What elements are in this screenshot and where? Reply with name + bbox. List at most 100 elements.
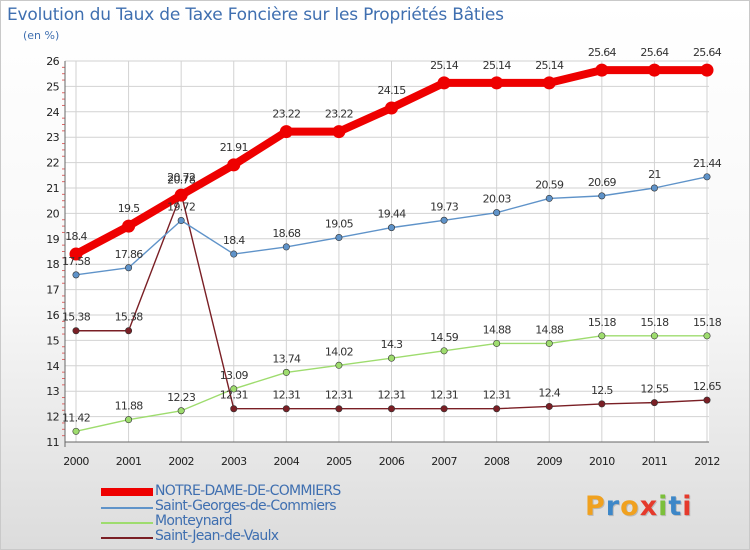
data-label: 15.38 bbox=[115, 311, 144, 324]
data-label: 25.64 bbox=[640, 46, 669, 59]
data-point bbox=[651, 185, 657, 191]
logo-letter: o bbox=[620, 491, 640, 522]
x-tick-label: 2008 bbox=[484, 455, 510, 468]
data-point bbox=[336, 406, 342, 412]
data-label: 15.18 bbox=[588, 316, 617, 329]
data-label: 14.88 bbox=[483, 323, 512, 336]
data-label: 12.31 bbox=[483, 389, 511, 402]
data-point bbox=[493, 406, 499, 412]
data-label: 25.14 bbox=[535, 59, 564, 72]
data-label: 19.73 bbox=[430, 200, 459, 213]
y-tick-label: 14 bbox=[46, 360, 59, 373]
data-label: 18.68 bbox=[272, 227, 301, 240]
data-label: 12.31 bbox=[325, 389, 353, 402]
data-point bbox=[438, 76, 451, 89]
line-chart: 111213141516171819202122232425262000 2001… bbox=[1, 1, 749, 549]
y-tick-label: 18 bbox=[46, 258, 59, 271]
logo-letter: x bbox=[640, 491, 658, 522]
data-point bbox=[388, 224, 394, 230]
data-label: 12.4 bbox=[538, 386, 560, 399]
data-label: 25.14 bbox=[483, 59, 512, 72]
data-label: 12.23 bbox=[167, 391, 196, 404]
data-label: 15.18 bbox=[693, 316, 722, 329]
data-point bbox=[546, 403, 552, 409]
proxiti-logo[interactable]: Proxiti bbox=[585, 491, 693, 522]
data-label: 18.4 bbox=[223, 234, 245, 247]
x-tick-label: 2009 bbox=[536, 455, 562, 468]
legend-swatch-red bbox=[101, 488, 153, 496]
x-tick-label: 2012 bbox=[694, 455, 720, 468]
y-tick-label: 19 bbox=[46, 233, 59, 246]
data-point bbox=[385, 101, 398, 114]
data-label: 25.14 bbox=[430, 59, 459, 72]
data-label: 12.55 bbox=[640, 383, 669, 396]
x-tick-label: 2005 bbox=[326, 455, 352, 468]
legend-label: NOTRE-DAME-DE-COMMIERS bbox=[155, 483, 341, 499]
x-tick-label: 2001 bbox=[116, 455, 142, 468]
data-label: 21 bbox=[648, 168, 661, 181]
logo-letter: t bbox=[668, 491, 682, 522]
data-label: 14.59 bbox=[430, 331, 459, 344]
data-point bbox=[231, 251, 237, 257]
y-tick-label: 26 bbox=[46, 55, 59, 68]
x-tick-label: 2003 bbox=[221, 455, 247, 468]
chart-frame: Evolution du Taux de Taxe Foncière sur l… bbox=[0, 0, 750, 550]
x-tick-label: 2006 bbox=[379, 455, 405, 468]
data-point bbox=[595, 64, 608, 77]
data-point bbox=[546, 195, 552, 201]
data-point bbox=[231, 406, 237, 412]
data-point bbox=[701, 64, 714, 77]
data-point bbox=[599, 193, 605, 199]
data-label: 20.03 bbox=[483, 193, 512, 206]
legend-swatch-green bbox=[101, 522, 153, 524]
y-tick-label: 24 bbox=[46, 106, 59, 119]
legend-swatch-darkred bbox=[101, 537, 153, 539]
data-label: 11.42 bbox=[62, 411, 90, 424]
legend-label: Saint-Jean-de-Vaulx bbox=[155, 528, 278, 544]
y-tick-label: 16 bbox=[46, 309, 59, 322]
data-point bbox=[125, 328, 131, 334]
y-tick-label: 11 bbox=[46, 436, 59, 449]
legend-label: Saint-Georges-de-Commiers bbox=[155, 498, 336, 514]
data-point bbox=[441, 348, 447, 354]
data-point bbox=[227, 158, 240, 171]
data-label: 19.05 bbox=[325, 218, 354, 231]
y-tick-label: 21 bbox=[46, 182, 59, 195]
logo-letter: r bbox=[606, 491, 620, 522]
data-label: 15.18 bbox=[640, 316, 669, 329]
data-point bbox=[704, 174, 710, 180]
data-label: 25.64 bbox=[588, 46, 617, 59]
data-point bbox=[178, 408, 184, 414]
data-label: 14.02 bbox=[325, 345, 353, 358]
data-point bbox=[73, 328, 79, 334]
data-point bbox=[122, 220, 135, 233]
data-label: 19.72 bbox=[167, 201, 195, 214]
data-label: 18.4 bbox=[65, 230, 87, 243]
data-point bbox=[125, 265, 131, 271]
data-point bbox=[73, 272, 79, 278]
y-tick-label: 12 bbox=[46, 411, 59, 424]
data-point bbox=[283, 369, 289, 375]
data-point bbox=[546, 340, 552, 346]
data-label: 23.22 bbox=[325, 108, 353, 121]
data-point bbox=[283, 406, 289, 412]
data-point bbox=[648, 64, 661, 77]
data-label: 20.69 bbox=[588, 176, 617, 189]
data-point bbox=[543, 76, 556, 89]
data-point bbox=[73, 428, 79, 434]
y-tick-label: 23 bbox=[46, 131, 59, 144]
data-label: 20.59 bbox=[535, 178, 564, 191]
data-label: 21.91 bbox=[220, 141, 248, 154]
data-point bbox=[651, 399, 657, 405]
y-tick-label: 25 bbox=[46, 80, 59, 93]
data-point bbox=[441, 217, 447, 223]
data-point bbox=[280, 125, 293, 138]
legend-swatch-blue bbox=[101, 507, 153, 509]
data-label: 15.38 bbox=[62, 311, 91, 324]
data-label: 19.44 bbox=[378, 208, 407, 221]
data-label: 21.44 bbox=[693, 157, 722, 170]
data-label: 12.5 bbox=[591, 384, 613, 397]
data-point bbox=[490, 76, 503, 89]
data-label: 14.88 bbox=[535, 323, 564, 336]
data-point bbox=[336, 362, 342, 368]
